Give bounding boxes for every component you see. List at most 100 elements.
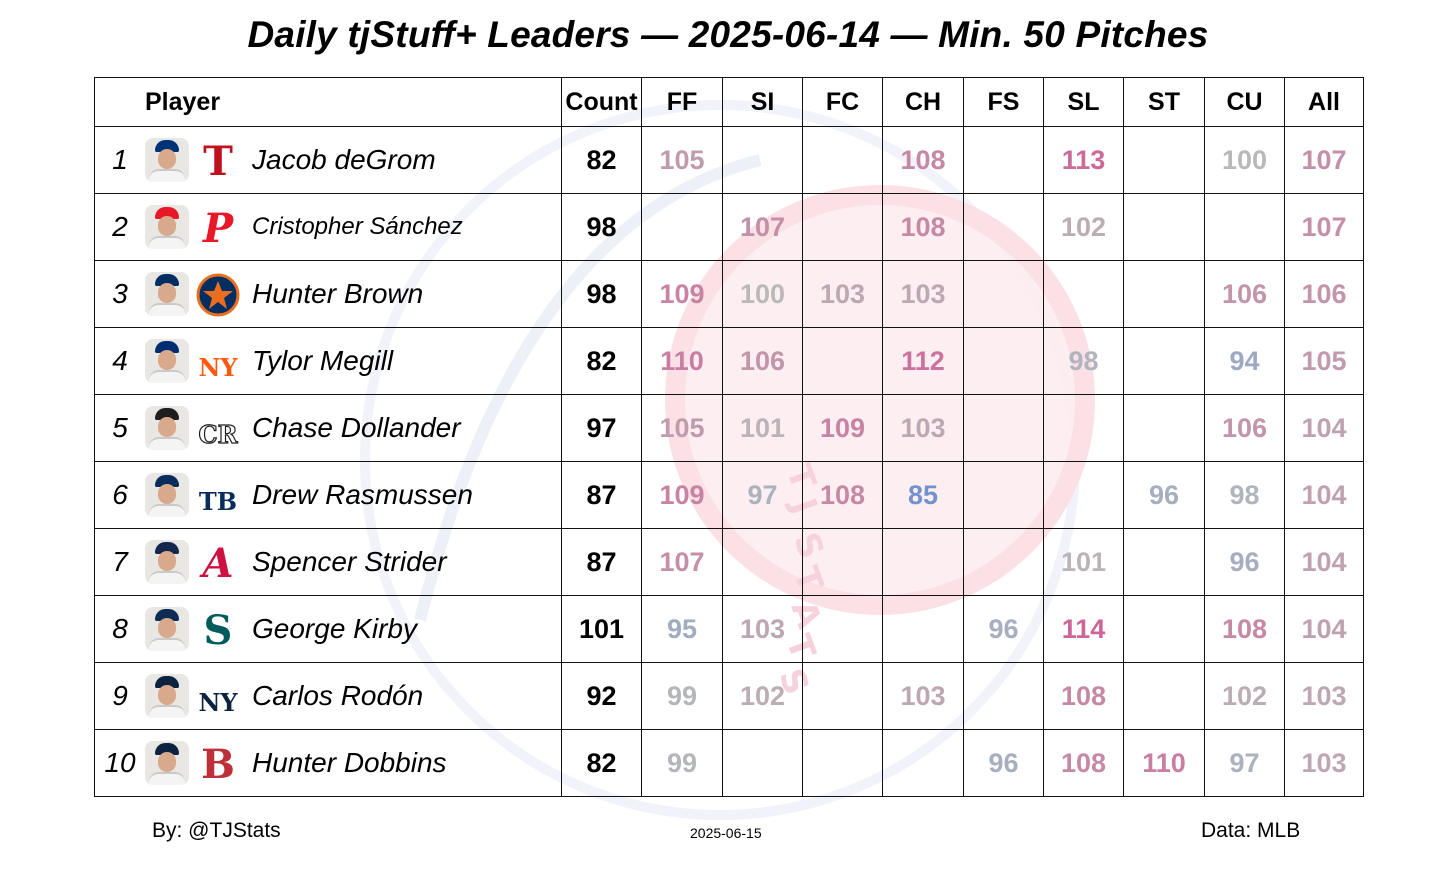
stuff-value-sl: 114 — [1043, 595, 1124, 663]
table-row: 10 B Hunter Dobbins 82 99 96 108 110 97 103 — [94, 729, 1364, 797]
rank-label: 8 — [112, 613, 128, 644]
rank-label: 9 — [112, 680, 128, 711]
player-name: Spencer Strider — [252, 546, 447, 577]
player-name: George Kirby — [252, 613, 417, 644]
player-cell: 9 NY Carlos Rodón — [94, 662, 562, 730]
count-cell: 87 — [561, 461, 642, 529]
column-header-fc: FC — [802, 77, 883, 127]
stuff-value-all: 104 — [1284, 595, 1364, 663]
column-header-cu: CU — [1204, 77, 1285, 127]
player-name: Hunter Dobbins — [252, 747, 447, 778]
stuff-value-ch: 85 — [882, 461, 964, 529]
stuff-value-st — [1123, 327, 1205, 395]
count-cell: 92 — [561, 662, 642, 730]
stuff-value-fs — [963, 528, 1044, 596]
stuff-value-st — [1123, 662, 1205, 730]
player-headshot — [145, 272, 189, 316]
svg-text:B: B — [201, 741, 235, 787]
stuff-value-fc — [802, 327, 883, 395]
stuff-value-cu: 106 — [1204, 260, 1285, 328]
table-row: 3 Hunter Brown 98 109 100 103 103 106 106 — [94, 260, 1364, 328]
footer-source: Data: MLB — [1201, 819, 1301, 842]
mets-ny-logo: NY — [195, 339, 241, 385]
stuff-value-ff: 107 — [641, 528, 723, 596]
count-cell: 98 — [561, 260, 642, 328]
rank-label: 6 — [112, 479, 128, 510]
player-name: Carlos Rodón — [252, 680, 424, 711]
rank-label: 1 — [112, 144, 128, 175]
player-cell: 5 CR Chase Dollander — [94, 394, 562, 462]
player-cell: 4 NY Tylor Megill — [94, 327, 562, 395]
player-cell: 2 P Cristopher Sánchez — [94, 193, 562, 261]
stuff-value-st: 110 — [1123, 729, 1205, 797]
braves-a-logo: A — [195, 540, 241, 587]
count-cell: 97 — [561, 394, 642, 462]
stuff-value-ch — [882, 528, 964, 596]
player-headshot — [145, 540, 189, 584]
stuff-value-st — [1123, 528, 1205, 596]
svg-text:T: T — [203, 138, 233, 184]
astros-star-logo — [195, 272, 241, 318]
header-row: Player Count FF SI FC CH FS SL ST CU All — [94, 77, 1364, 127]
player-headshot — [145, 607, 189, 651]
player-name: Chase Dollander — [252, 412, 461, 443]
column-header-sl: SL — [1043, 77, 1124, 127]
player-headshot — [145, 473, 189, 517]
stuff-value-sl: 101 — [1043, 528, 1124, 596]
rockies-cr-logo: CR — [195, 406, 241, 452]
player-cell: 6 TB Drew Rasmussen — [94, 461, 562, 529]
column-header-fs: FS — [963, 77, 1044, 127]
stuff-value-all: 105 — [1284, 327, 1364, 395]
stuff-value-sl — [1043, 394, 1124, 462]
column-header-ff: FF — [641, 77, 723, 127]
player-cell: 1 T Jacob deGrom — [94, 126, 562, 194]
svg-text:CR: CR — [198, 420, 238, 449]
stuff-value-sl: 102 — [1043, 193, 1124, 261]
stuff-value-all: 104 — [1284, 528, 1364, 596]
player-headshot — [145, 138, 189, 182]
stuff-value-all: 106 — [1284, 260, 1364, 328]
stuff-value-fs — [963, 260, 1044, 328]
stuff-value-cu: 108 — [1204, 595, 1285, 663]
rank-label: 4 — [112, 345, 128, 376]
stuff-value-fs — [963, 327, 1044, 395]
player-name: Hunter Brown — [252, 278, 424, 309]
stuff-value-ch: 108 — [882, 126, 964, 194]
stuff-value-fc: 103 — [802, 260, 883, 328]
stuff-value-si — [722, 528, 803, 596]
count-cell: 82 — [561, 729, 642, 797]
table-row: 5 CR Chase Dollander 97 105 101 109 103 106 104 — [94, 394, 1364, 462]
stuff-value-ch: 108 — [882, 193, 964, 261]
stuff-value-cu: 100 — [1204, 126, 1285, 194]
table-row: 7 A Spencer Strider 87 107 101 96 104 — [94, 528, 1364, 596]
player-name: Jacob deGrom — [252, 144, 436, 175]
stuff-value-ff: 99 — [641, 729, 723, 797]
chart-title: Daily tjStuff+ Leaders — 2025-06-14 — Mi… — [247, 14, 1209, 55]
table-row: 2 P Cristopher Sánchez 98 107 108 102 107 — [94, 193, 1364, 261]
table-row: 8 S George Kirby 101 95 103 96 114 108 104 — [94, 595, 1364, 663]
stuff-value-ff: 95 — [641, 595, 723, 663]
stuff-value-all: 104 — [1284, 461, 1364, 529]
svg-text:NY: NY — [198, 353, 238, 382]
svg-text:A: A — [198, 540, 233, 586]
svg-text:P: P — [202, 205, 235, 251]
stuff-value-si: 97 — [722, 461, 803, 529]
count-cell: 82 — [561, 126, 642, 194]
stuff-value-ff: 109 — [641, 260, 723, 328]
rangers-t-logo: T — [195, 138, 241, 185]
svg-text:NY: NY — [198, 688, 238, 717]
count-cell: 98 — [561, 193, 642, 261]
table-row: 4 NY Tylor Megill 82 110 106 112 98 94 105 — [94, 327, 1364, 395]
stuff-value-ch — [882, 595, 964, 663]
footer-date: 2025-06-15 — [690, 825, 762, 841]
stuff-value-cu: 98 — [1204, 461, 1285, 529]
stuff-value-cu: 96 — [1204, 528, 1285, 596]
stuff-value-all: 107 — [1284, 126, 1364, 194]
leaders-table: Player Count FF SI FC CH FS SL ST CU All… — [94, 77, 1364, 797]
table-row: 9 NY Carlos Rodón 92 99 102 103 108 102 103 — [94, 662, 1364, 730]
rank-label: 2 — [112, 211, 128, 242]
stuff-value-ff: 110 — [641, 327, 723, 395]
rank-label: 3 — [112, 278, 128, 309]
stuff-value-all: 103 — [1284, 729, 1364, 797]
stuff-value-cu — [1204, 193, 1285, 261]
